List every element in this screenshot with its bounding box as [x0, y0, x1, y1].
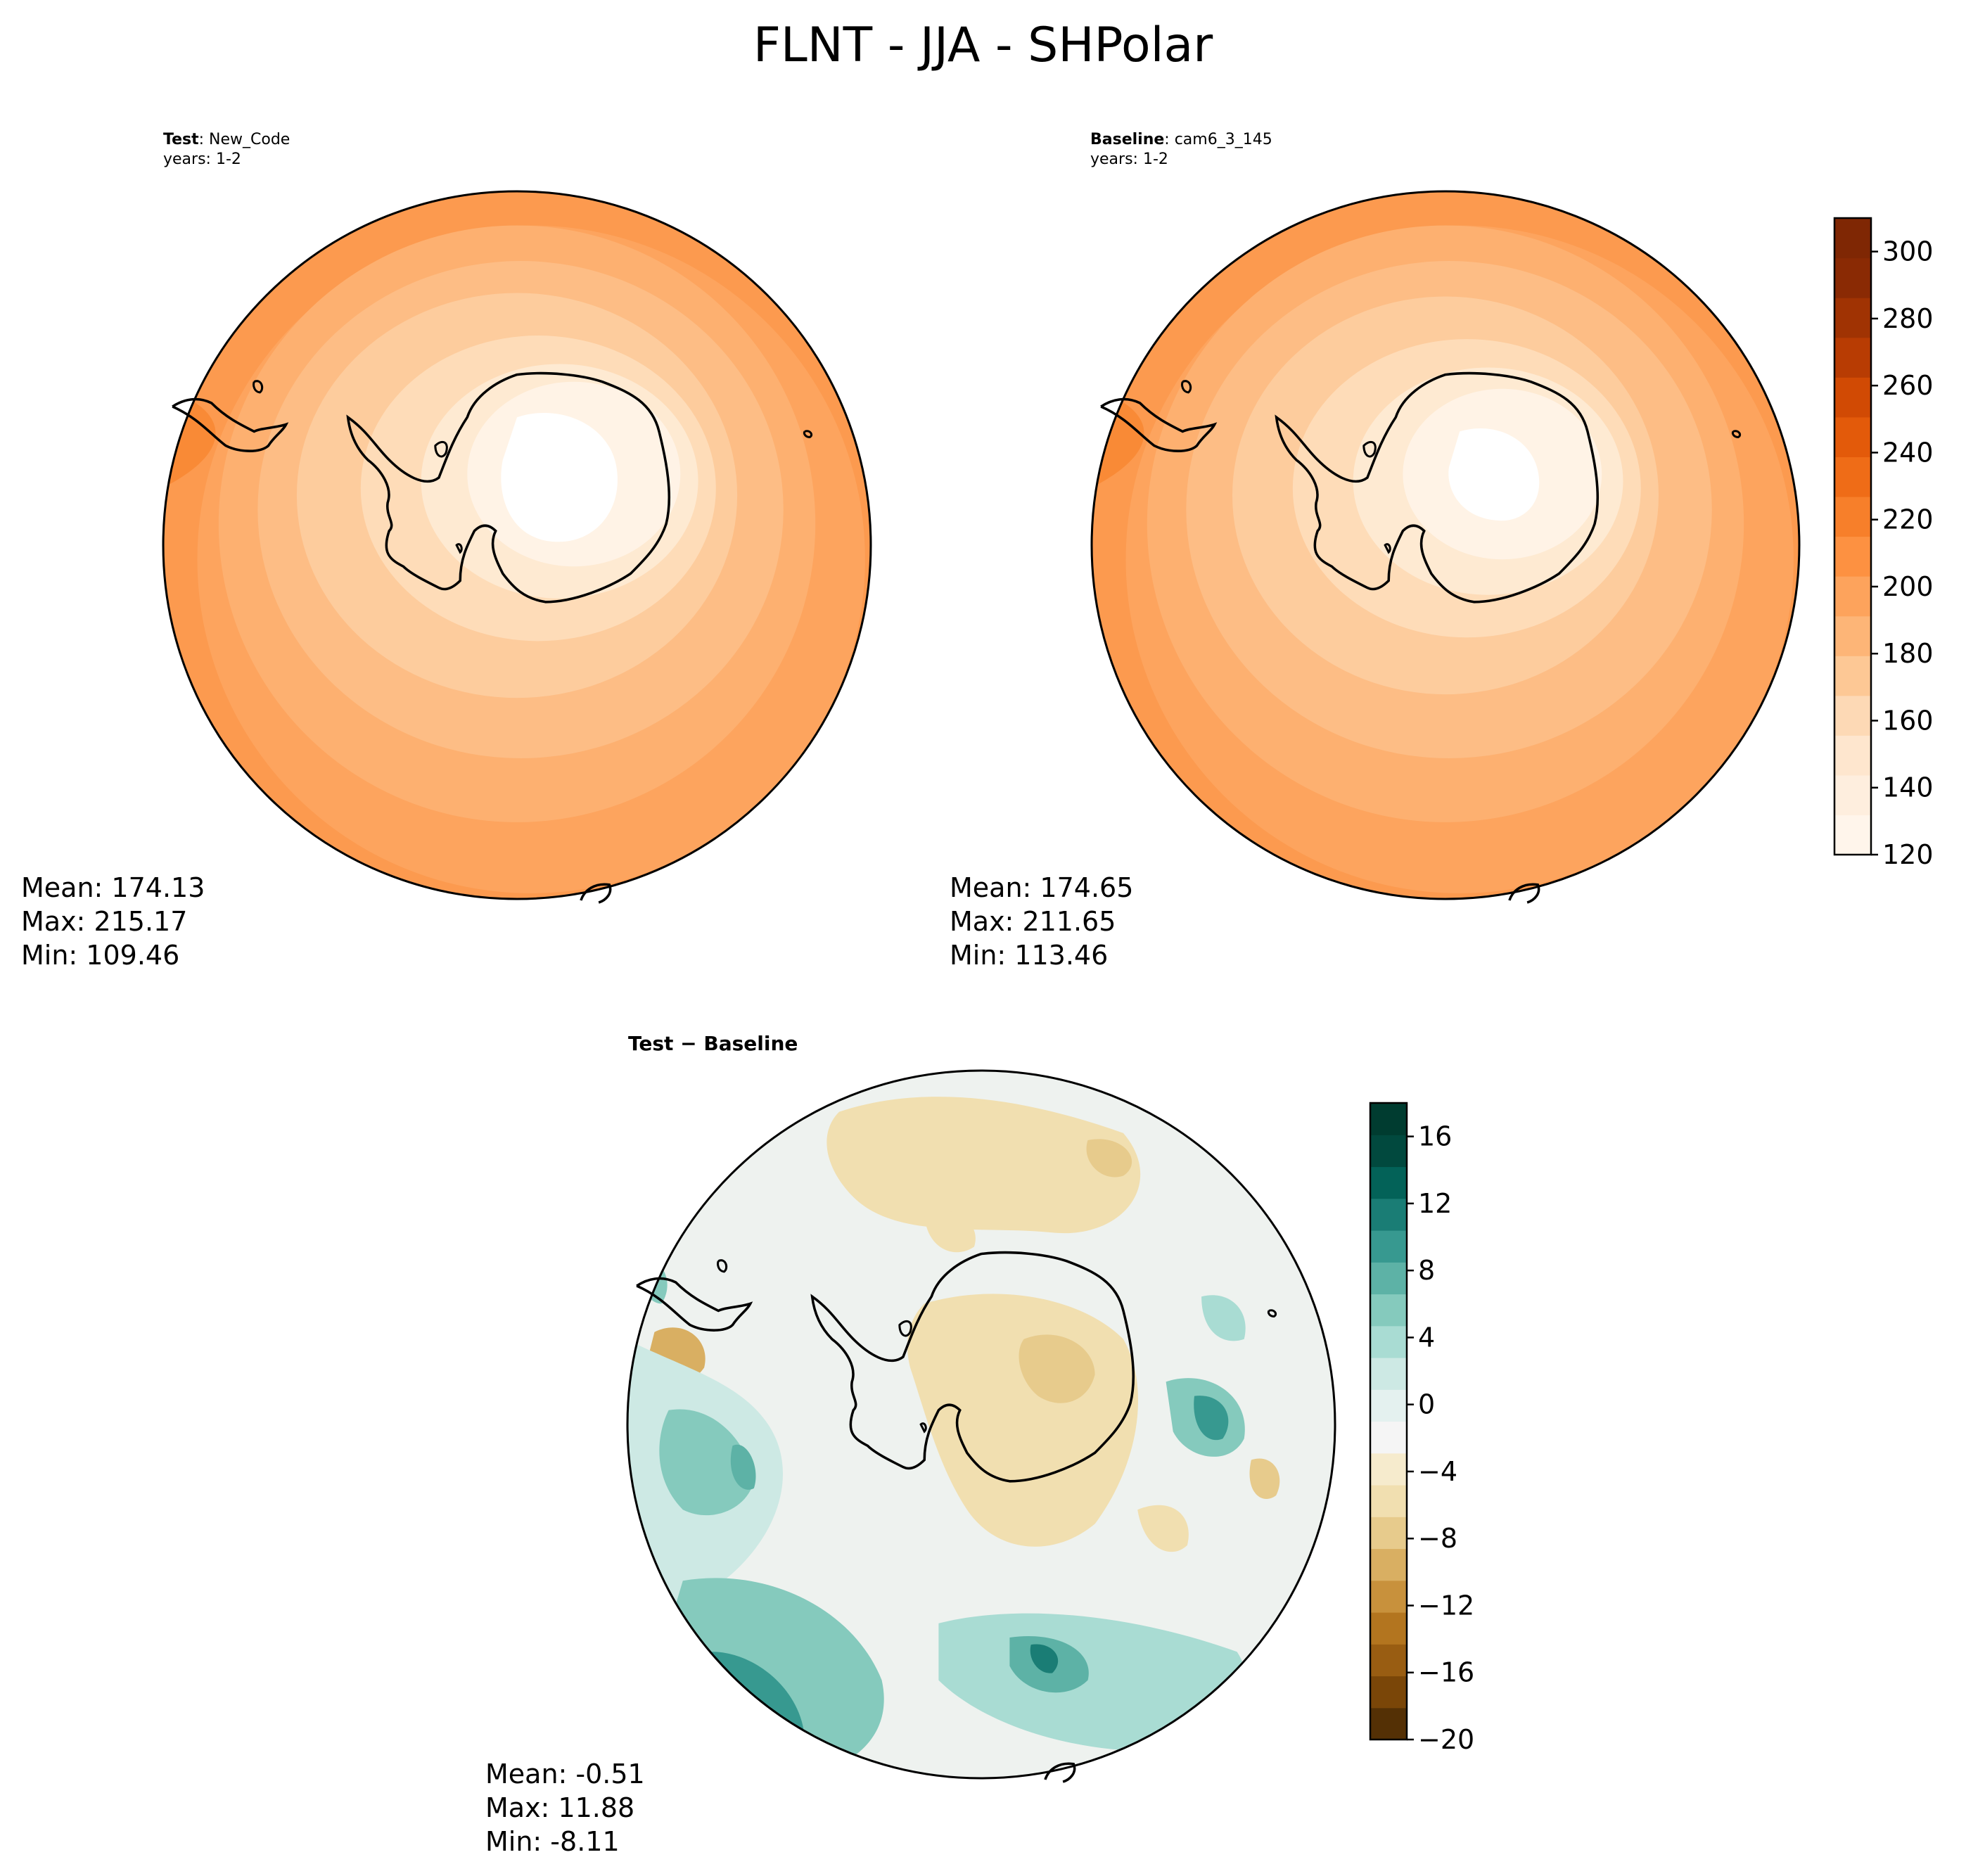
figure-title: FLNT - JJA - SHPolar — [753, 18, 1213, 73]
main-colorbar-swatch — [1834, 695, 1871, 736]
diff-colorbar-swatch — [1370, 1453, 1407, 1486]
diff-colorbar-swatch — [1370, 1421, 1407, 1454]
main-colorbar-swatch — [1834, 457, 1871, 497]
main-colorbar-tick-label: 200 — [1882, 571, 1934, 602]
diff-colorbar-tick-label: −4 — [1418, 1456, 1457, 1487]
diff-colorbar-tick-label: −8 — [1418, 1523, 1457, 1554]
main-colorbar-tick-label: 220 — [1882, 504, 1934, 535]
diff-max: Max: 11.88 — [485, 1792, 635, 1823]
diff-colorbar-swatch — [1370, 1676, 1407, 1709]
diff-colorbar-tick-label: 12 — [1418, 1188, 1452, 1219]
main-colorbar-tick-label: 300 — [1882, 236, 1934, 267]
diff-colorbar-swatch — [1370, 1294, 1407, 1327]
main-colorbar-swatch — [1834, 815, 1871, 855]
main-colorbar-swatch — [1834, 615, 1871, 656]
diff-colorbar-tick-label: −20 — [1418, 1724, 1474, 1755]
test-years: years: 1-2 — [163, 151, 241, 168]
diff-stats: Mean: -0.51 Max: 11.88 Min: -8.11 — [485, 1757, 645, 1858]
main-colorbar: 120 140 160 180 200 220 240 260 280 300 — [1833, 217, 1934, 870]
diff-colorbar-swatch — [1370, 1612, 1407, 1645]
baseline-min: Min: 113.46 — [950, 940, 1109, 971]
diff-colorbar-swatch — [1370, 1644, 1407, 1677]
diff-colorbar-swatch — [1370, 1166, 1407, 1199]
main-colorbar-swatch — [1834, 257, 1871, 298]
main-colorbar-tick-label: 240 — [1882, 437, 1934, 468]
baseline-years: years: 1-2 — [1090, 151, 1168, 168]
test-mean: Mean: 174.13 — [21, 872, 205, 903]
test-max: Max: 215.17 — [21, 906, 188, 937]
diff-colorbar-swatch — [1370, 1262, 1407, 1295]
main-colorbar-swatch — [1834, 496, 1871, 537]
diff-colorbar-tick-label: 0 — [1418, 1389, 1435, 1420]
diff-colorbar-swatch — [1370, 1135, 1407, 1168]
diff-colorbar-swatch — [1370, 1517, 1407, 1550]
baseline-stats: Mean: 174.65 Max: 211.65 Min: 113.46 — [950, 871, 1133, 972]
baseline-max: Max: 211.65 — [950, 906, 1116, 937]
diff-colorbar-tick-label: −16 — [1418, 1657, 1474, 1688]
main-colorbar-swatch — [1834, 377, 1871, 418]
diff-colorbar-tick-label: 8 — [1418, 1255, 1435, 1286]
main-colorbar-border — [1833, 217, 1872, 856]
diff-colorbar-tick-label: 16 — [1418, 1121, 1452, 1152]
main-colorbar-tick-label: 280 — [1882, 303, 1934, 334]
baseline-mean: Mean: 174.65 — [950, 872, 1134, 903]
baseline-map — [1090, 190, 1801, 904]
diff-colorbar-swatch — [1370, 1580, 1407, 1613]
diff-panel-label: Test − Baseline — [628, 1032, 798, 1055]
test-min: Min: 109.46 — [21, 940, 180, 971]
main-colorbar-swatch — [1834, 774, 1871, 816]
test-panel-label: Test: New_Code — [163, 130, 290, 150]
diff-colorbar-swatch — [1370, 1358, 1407, 1390]
test-stats: Mean: 174.13 Max: 215.17 Min: 109.46 — [21, 871, 205, 972]
test-label-rest: : New_Code — [198, 131, 291, 148]
main-colorbar-swatch — [1834, 536, 1871, 577]
main-colorbar-swatch — [1834, 298, 1871, 338]
baseline-label-bold: Baseline — [1090, 131, 1165, 148]
baseline-label-rest: : cam6_3_145 — [1164, 131, 1272, 148]
main-colorbar-swatch — [1834, 576, 1871, 617]
diff-colorbar-swatch — [1370, 1325, 1407, 1358]
difference-map — [626, 1069, 1336, 1783]
diff-colorbar-swatch — [1370, 1103, 1407, 1135]
diff-colorbar: −20 −16 −12 −8 −4 0 4 8 12 16 — [1369, 1102, 1474, 1755]
main-colorbar-tick-label: 260 — [1882, 370, 1934, 401]
diff-colorbar-swatch — [1370, 1198, 1407, 1231]
baseline-panel-label: Baseline: cam6_3_145 — [1090, 130, 1272, 150]
main-colorbar-tick-label: 140 — [1882, 772, 1934, 803]
diff-colorbar-swatch — [1370, 1485, 1407, 1517]
test-map — [162, 190, 872, 904]
main-colorbar-swatch — [1834, 337, 1871, 378]
diff-colorbar-tick-label: 4 — [1418, 1322, 1435, 1353]
diff-colorbar-swatch — [1370, 1707, 1407, 1740]
diff-colorbar-border — [1369, 1102, 1408, 1741]
main-colorbar-tick-label: 160 — [1882, 705, 1934, 736]
diff-colorbar-tick-label: −12 — [1418, 1590, 1474, 1621]
test-label-bold: Test — [163, 131, 199, 148]
diff-colorbar-swatch — [1370, 1230, 1407, 1263]
diff-colorbar-swatch — [1370, 1548, 1407, 1581]
diff-min: Min: -8.11 — [485, 1826, 620, 1857]
main-colorbar-swatch — [1834, 735, 1871, 776]
main-colorbar-swatch — [1834, 416, 1871, 457]
main-colorbar-swatch — [1834, 656, 1871, 696]
diff-mean: Mean: -0.51 — [485, 1759, 645, 1789]
main-colorbar-tick-label: 180 — [1882, 638, 1934, 669]
diff-colorbar-swatch — [1370, 1389, 1407, 1422]
main-colorbar-tick-label: 120 — [1882, 839, 1934, 870]
main-colorbar-swatch — [1834, 218, 1871, 259]
